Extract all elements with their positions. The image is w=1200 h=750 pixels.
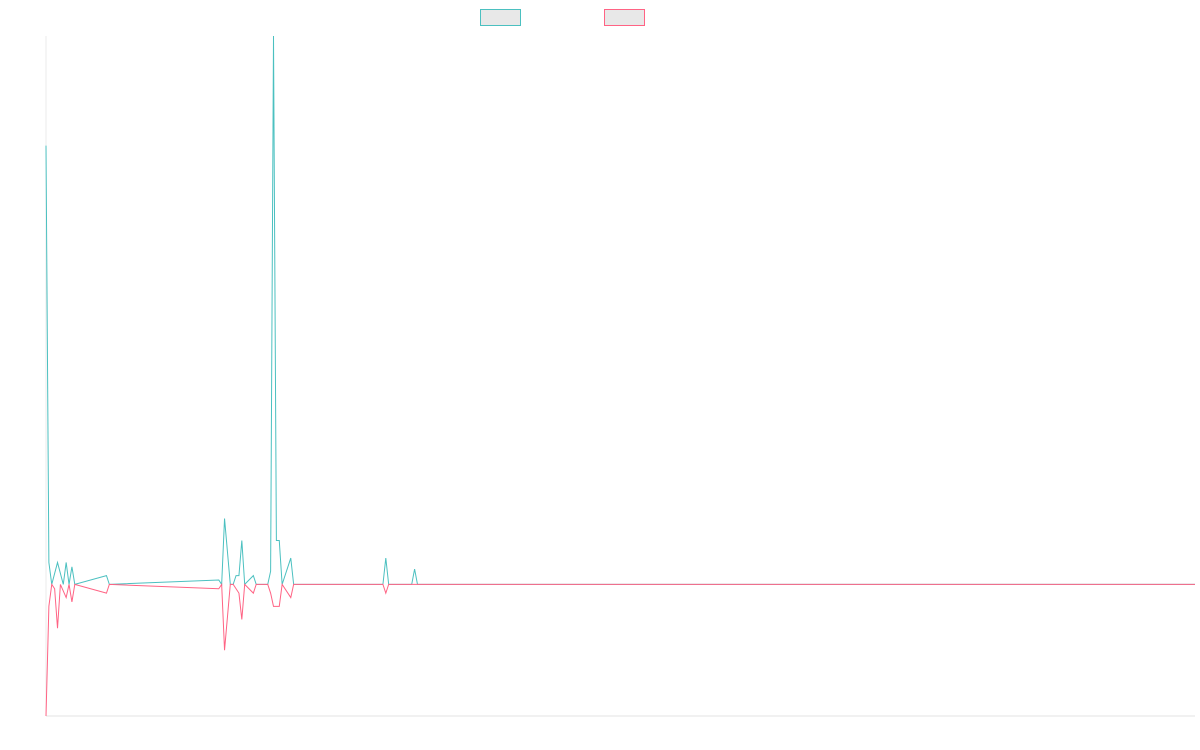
legend[interactable]	[480, 9, 645, 26]
series-line-2	[45, 582, 1195, 717]
axes	[45, 36, 1195, 717]
series-layer	[45, 35, 1195, 717]
legend-item-2[interactable]	[604, 9, 645, 26]
legend-item-1[interactable]	[480, 9, 521, 26]
legend-swatch-2[interactable]	[604, 9, 645, 26]
series-line-1	[45, 35, 1195, 586]
legend-swatch-1[interactable]	[480, 9, 521, 26]
